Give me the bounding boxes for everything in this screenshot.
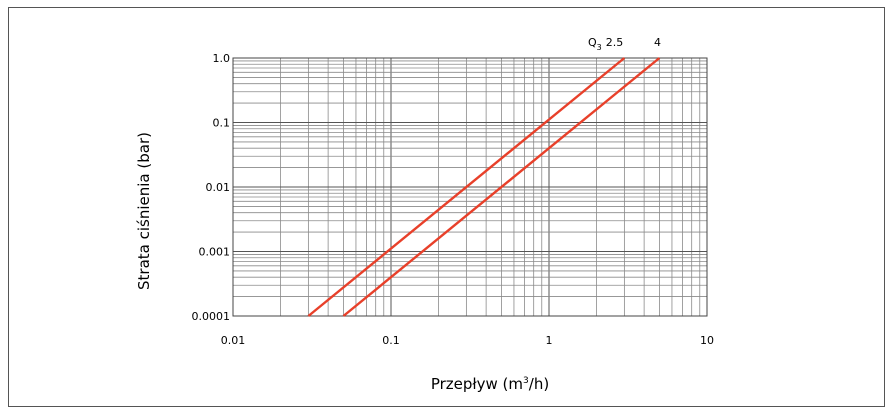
series-label-sub: 3 [597, 43, 602, 52]
x-axis-title-base: Przepływ (m [431, 375, 523, 393]
grid [232, 57, 708, 317]
series-line-2 [342, 57, 661, 317]
x-tick-label: 10 [700, 334, 714, 347]
x-tick-label: 0.1 [382, 334, 400, 347]
x-axis-title: Przepływ (m3/h) [431, 375, 549, 393]
x-tick-label: 0.01 [221, 334, 246, 347]
series-line-1 [307, 57, 626, 317]
series-lines [307, 57, 661, 317]
y-tick-label: 0.01 [206, 181, 231, 194]
series-label-q: Q [588, 36, 597, 49]
y-tick-label: 0.0001 [192, 310, 231, 323]
y-tick-label: 1.0 [213, 52, 231, 65]
x-axis-title-tail: /h) [529, 375, 549, 393]
x-axis-title-sup: 3 [523, 376, 529, 386]
series-label-4: 4 [654, 36, 661, 49]
series-label-q3-2-5: Q3 2.5 [588, 36, 623, 52]
y-tick-label: 0.1 [213, 117, 231, 130]
y-axis-title: Strata ciśnienia (bar) [135, 132, 153, 290]
series-label-value-1: 2.5 [606, 36, 624, 49]
plot-border [232, 57, 708, 317]
y-tick-label: 0.001 [199, 246, 231, 259]
tick-labels: 0.01 0.1 1 10 1.0 0.1 0.01 0.001 0.0001 [192, 52, 715, 347]
x-tick-label: 1 [546, 334, 553, 347]
pressure-loss-chart: 0.01 0.1 1 10 1.0 0.1 0.01 0.001 0.0001 Strata c… [135, 36, 715, 393]
